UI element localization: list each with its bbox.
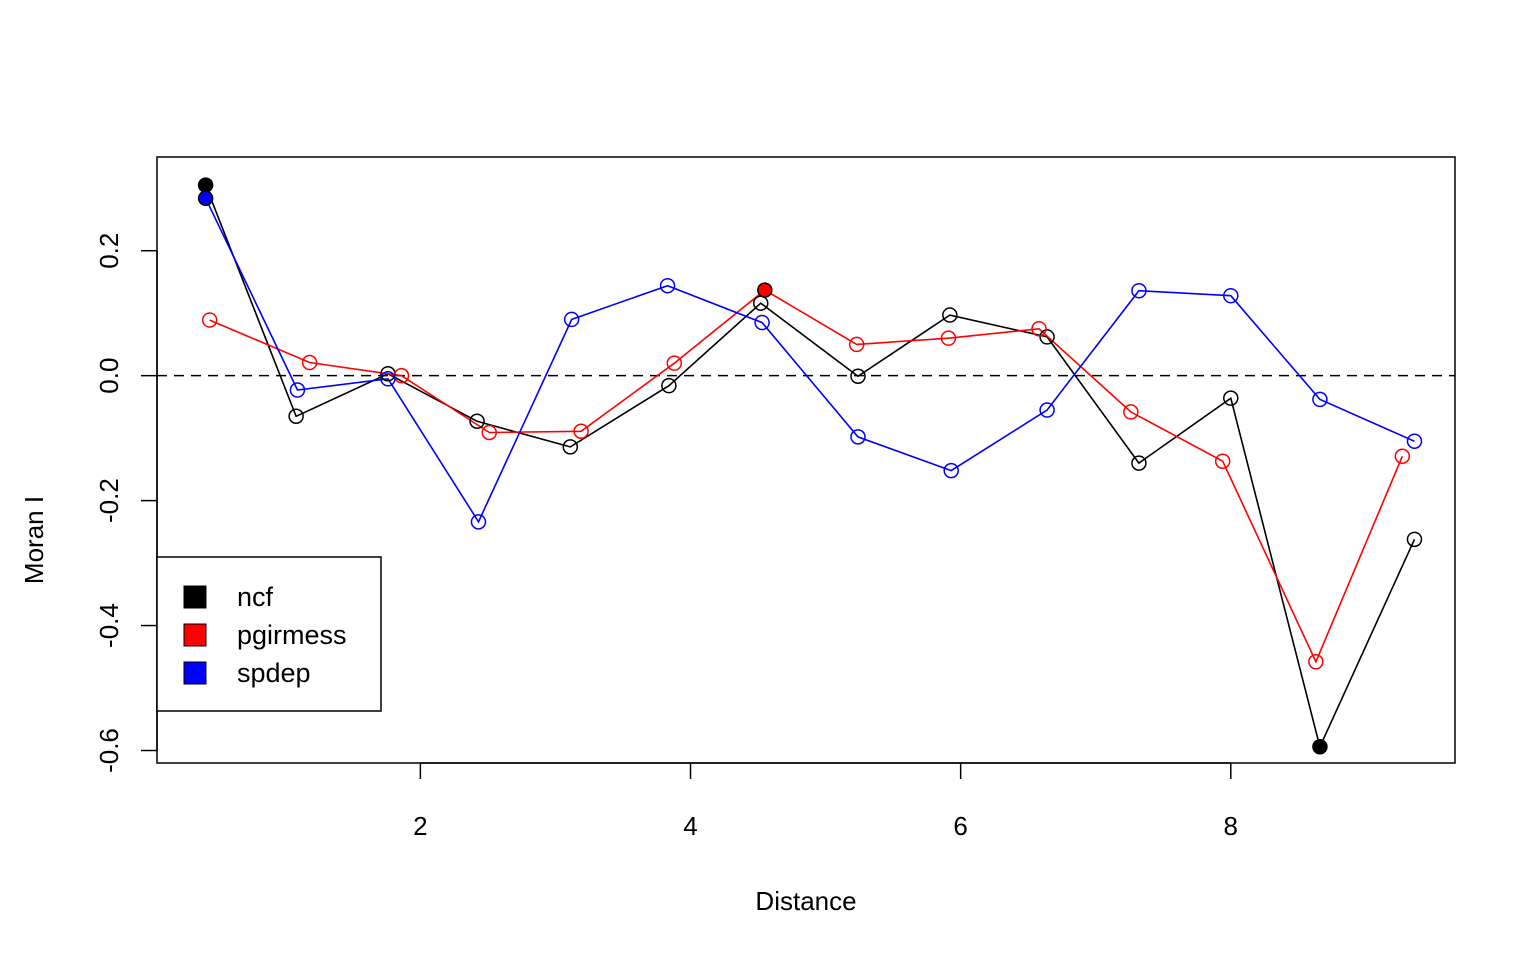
legend-label-spdep: spdep <box>237 658 311 688</box>
data-point-spdep <box>470 514 487 530</box>
data-point-ncf <box>942 307 958 323</box>
data-point-ncf <box>197 177 214 193</box>
legend-swatch-ncf <box>183 585 207 609</box>
data-point-spdep <box>1312 391 1328 408</box>
x-tick-label: 4 <box>683 811 697 841</box>
legend-swatch-pgirmess <box>183 623 207 647</box>
data-point-pgirmess <box>1214 453 1231 469</box>
data-point-spdep <box>563 311 580 328</box>
data-point-ncf <box>1039 329 1055 345</box>
y-tick-label: 0.2 <box>94 233 124 269</box>
data-point-ncf <box>1223 390 1239 406</box>
data-point-ncf <box>562 439 579 455</box>
y-tick-label: 0.0 <box>94 358 124 394</box>
data-point-spdep <box>850 429 866 445</box>
x-axis-label: Distance <box>755 886 856 916</box>
y-axis-label: Moran I <box>19 496 49 584</box>
data-point-pgirmess <box>481 424 498 441</box>
data-point-spdep <box>380 371 396 387</box>
data-point-ncf <box>1131 455 1147 471</box>
data-point-spdep <box>289 382 306 398</box>
y-tick-label: -0.4 <box>94 603 124 648</box>
data-point-pgirmess <box>1123 404 1139 420</box>
y-tick-label: -0.2 <box>94 478 124 523</box>
data-point-spdep <box>1131 282 1147 299</box>
data-point-pgirmess <box>1031 321 1047 337</box>
data-point-ncf <box>1406 531 1423 548</box>
legend-label-ncf: ncf <box>237 582 274 612</box>
data-point-spdep <box>1406 433 1423 450</box>
data-point-pgirmess <box>201 312 218 328</box>
legend: ncf pgirmess spdep <box>156 556 382 712</box>
legend-swatch-spdep <box>183 661 207 685</box>
legend-label-pgirmess: pgirmess <box>237 620 347 650</box>
data-point-pgirmess <box>757 282 773 298</box>
series-line-spdep <box>204 197 1415 524</box>
data-point-pgirmess <box>848 336 865 353</box>
data-point-spdep <box>943 462 959 479</box>
x-tick-label: 2 <box>413 811 427 841</box>
data-point-spdep <box>659 277 676 294</box>
data-point-ncf <box>1312 739 1328 755</box>
data-point-pgirmess <box>573 423 589 440</box>
data-point-ncf <box>288 408 304 425</box>
data-point-pgirmess <box>1394 448 1411 465</box>
data-point-ncf <box>850 368 866 385</box>
data-point-spdep <box>197 190 214 206</box>
x-tick-label: 8 <box>1224 811 1238 841</box>
y-tick-label: -0.6 <box>94 728 124 773</box>
data-point-spdep <box>1223 287 1239 304</box>
data-point-pgirmess <box>666 355 683 371</box>
series-line-ncf <box>204 184 1416 750</box>
data-point-pgirmess <box>1308 654 1324 670</box>
data-point-pgirmess <box>940 330 957 346</box>
data-point-spdep <box>1039 402 1055 418</box>
x-tick-label: 6 <box>953 811 967 841</box>
series-line-pgirmess <box>209 289 1404 664</box>
data-point-spdep <box>754 314 770 331</box>
data-point-ncf <box>661 377 677 394</box>
data-point-ncf <box>469 413 485 430</box>
plot-layer <box>157 177 1455 755</box>
data-point-pgirmess <box>301 354 318 371</box>
